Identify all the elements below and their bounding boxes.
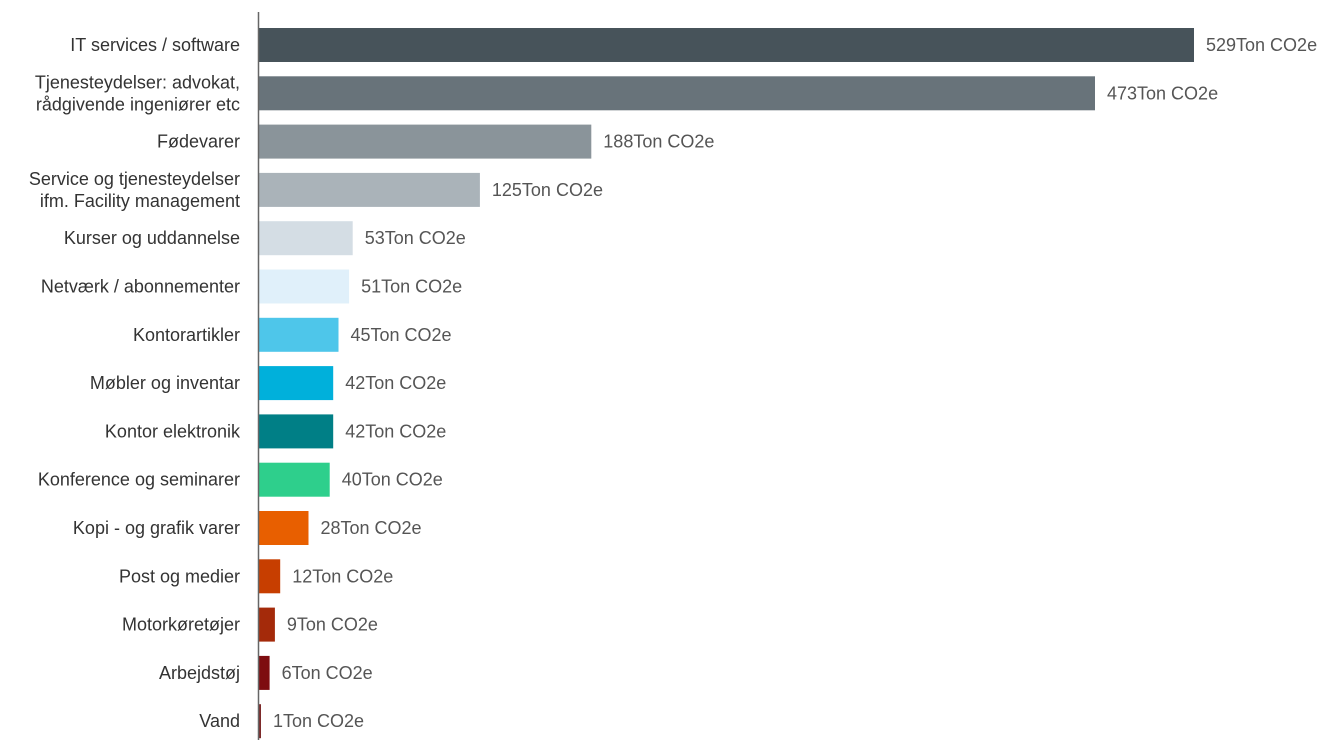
- value-label-6: 45Ton CO2e: [351, 325, 452, 345]
- value-label-11: 12Ton CO2e: [292, 566, 393, 586]
- value-label-3: 125Ton CO2e: [492, 180, 603, 200]
- category-label-14: Vand: [199, 711, 240, 731]
- bar-13: [259, 655, 270, 690]
- value-label-8: 42Ton CO2e: [345, 421, 446, 441]
- category-label-3-line-1: ifm. Facility management: [40, 191, 240, 211]
- bar-9: [259, 462, 330, 497]
- bar-4: [259, 221, 353, 256]
- value-label-14: 1Ton CO2e: [273, 711, 364, 731]
- bar-10: [259, 511, 309, 545]
- value-label-9: 40Ton CO2e: [342, 470, 443, 490]
- bar-5: [259, 269, 350, 304]
- category-label-2: Fødevarer: [157, 132, 240, 152]
- category-label-5: Netværk / abonnementer: [41, 277, 240, 297]
- bar-12: [259, 607, 275, 642]
- bar-11: [259, 559, 281, 594]
- category-label-9: Konference og seminarer: [38, 470, 240, 490]
- bar-2: [259, 124, 592, 159]
- value-label-4: 53Ton CO2e: [365, 228, 466, 248]
- bar-1: [259, 76, 1095, 111]
- value-labels-layer: 529Ton CO2e 473Ton CO2e 188Ton CO2e 125Ton …: [273, 35, 1317, 731]
- category-label-13: Arbejdstøj: [159, 663, 240, 683]
- category-label-6: Kontorartikler: [133, 325, 240, 345]
- category-label-4: Kurser og uddannelse: [64, 228, 240, 248]
- category-label-8: Kontor elektronik: [105, 421, 241, 441]
- bars-layer: [259, 28, 1194, 739]
- category-label-1-line-0: Tjenesteydelser: advokat,: [35, 72, 240, 92]
- category-label-1-line-1: rådgivende ingeniører etc: [36, 94, 240, 114]
- value-label-1: 473Ton CO2e: [1107, 83, 1218, 103]
- category-label-12: Motorkøretøjer: [122, 615, 240, 635]
- bar-3: [259, 172, 480, 207]
- value-label-7: 42Ton CO2e: [345, 373, 446, 393]
- value-label-5: 51Ton CO2e: [361, 277, 462, 297]
- value-label-10: 28Ton CO2e: [321, 518, 422, 538]
- category-label-3-line-0: Service og tjenesteydelser: [29, 169, 240, 189]
- category-label-0: IT services / software: [70, 35, 240, 55]
- category-label-7: Møbler og inventar: [90, 373, 240, 393]
- category-labels-layer: IT services / software Tjenesteydelser: a…: [29, 35, 241, 731]
- value-label-2: 188Ton CO2e: [603, 132, 714, 152]
- bar-6: [259, 317, 339, 352]
- value-label-13: 6Ton CO2e: [282, 663, 373, 683]
- category-label-10: Kopi - og grafik varer: [73, 518, 240, 538]
- bar-14: [259, 704, 261, 739]
- category-label-11: Post og medier: [119, 566, 240, 586]
- value-label-0: 529Ton CO2e: [1206, 35, 1317, 55]
- value-label-12: 9Ton CO2e: [287, 615, 378, 635]
- bar-7: [259, 366, 334, 401]
- bar-0: [259, 28, 1194, 62]
- bar-8: [259, 414, 334, 449]
